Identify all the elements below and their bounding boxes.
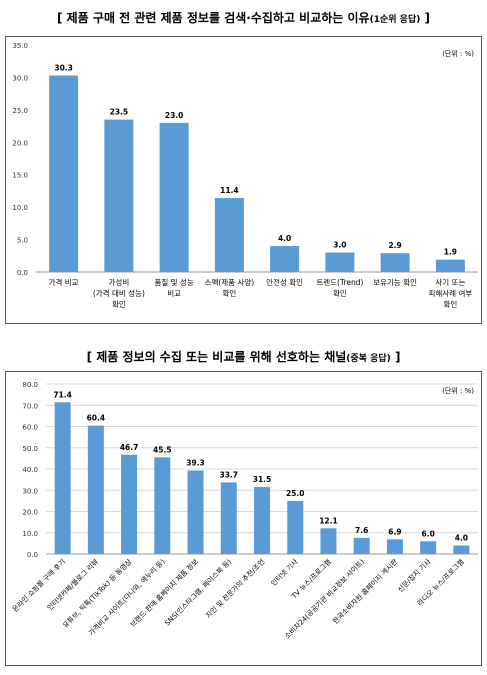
chart1-x-tick-label: 확인 [222, 288, 236, 298]
chart2-x-tick-label: SNS(인스타그램, 페이스북 등) [163, 557, 234, 628]
chart1-x-tick-label: 확인 [333, 288, 347, 298]
chart2-value-label: 71.4 [53, 390, 72, 399]
chart2-x-tick-label: 한국소비자원 홈페이지 게시판 [331, 557, 400, 626]
chart2-value-label: 6.9 [388, 527, 401, 536]
chart1-value-label: 23.0 [165, 111, 184, 120]
chart2-bar [220, 482, 237, 554]
chart2-y-tick-label: 40.0 [22, 466, 38, 474]
chart2-bar [254, 487, 270, 554]
chart2-value-label: 46.7 [120, 443, 139, 452]
chart1-bar [159, 122, 189, 272]
chart1-bar [214, 198, 244, 272]
chart1-x-tick-label: 스펙(제품 사양) [205, 277, 255, 287]
chart2-y-tick-label: 20.0 [22, 509, 38, 517]
chart2-value-label: 60.4 [87, 414, 106, 423]
chart2-y-tick-label: 70.0 [22, 402, 38, 410]
chart2-title-note: (중복 응답) [346, 354, 391, 364]
chart1-unit-label: (단위 : %) [442, 49, 474, 58]
chart2-value-label: 33.7 [220, 470, 239, 479]
chart1-y-tick-label: 25.0 [12, 107, 28, 115]
chart2-bar [386, 539, 403, 554]
chart1-y-tick-label: 5.0 [17, 237, 28, 245]
chart1-x-tick-label: 보유기능 확인 [373, 277, 417, 287]
chart1-value-label: 11.4 [220, 186, 239, 195]
chart1-value-label: 2.9 [388, 241, 401, 250]
chart2-x-tick-label: 지인 및 전문가의 추천/조언 [204, 557, 267, 620]
chart1-bar [49, 75, 79, 273]
chart2-value-label: 31.5 [253, 475, 272, 484]
chart2-value-label: 39.3 [186, 458, 205, 467]
chart2-unit-label: (단위 : %) [442, 386, 474, 395]
chart2-x-tick-label: 신문/잡지 기사 [396, 557, 433, 594]
chart1-x-tick-label: 안전성 확인 [266, 277, 303, 287]
chart1-bar [104, 119, 134, 272]
chart1-x-tick-label: 확인 [112, 299, 126, 309]
chart1-title-close: ] [420, 11, 431, 25]
chart1-x-tick-label: 품질 및 성능 [154, 277, 193, 287]
chart1-y-tick-label: 0.0 [17, 269, 28, 277]
chart1-value-label: 1.9 [444, 248, 457, 257]
chart1-panel: 0.0 5.0 10.0 15.0 20.0 25.0 30.0 35.0 (단위 : %) 30… [5, 36, 482, 324]
chart1-y-tick-label: 15.0 [12, 172, 28, 180]
chart1-x-tick-label: 트렌드(Trend) [316, 277, 363, 287]
chart1-bar [380, 253, 410, 272]
chart2-bar [54, 402, 71, 554]
chart2-value-label: 12.1 [319, 516, 338, 525]
chart2-y-tick-label: 50.0 [22, 445, 38, 453]
chart2-y-tick-label: 60.0 [22, 424, 38, 432]
chart2-bar [420, 541, 437, 554]
chart1-y-tick-label: 30.0 [12, 74, 28, 82]
chart1-x-tick-label: 확인 [443, 299, 457, 309]
chart2-bar [121, 454, 138, 554]
chart2-bar [87, 425, 104, 554]
chart1-bar [435, 259, 465, 272]
chart2-bar [187, 470, 204, 554]
chart2-panel: 0.0 10.0 20.0 30.0 40.0 50.0 60.0 70.0 80.0 (단위 :… [5, 371, 482, 666]
chart1-title-note: (1순위 응답) [369, 15, 421, 25]
chart2-value-label: 45.5 [153, 445, 172, 454]
chart2-x-tick-label: 유튜브, 틱톡(TikTok) 등 동영상 [61, 557, 134, 630]
chart2-bar [287, 500, 304, 554]
chart2-x-tick-label: 온라인 쇼핑몰 구매 후기 [10, 557, 67, 614]
chart2-title-close: ] [390, 350, 401, 364]
chart1-x-tick-label: (가격 대비 성능) [93, 288, 145, 298]
chart2-value-label: 6.0 [422, 529, 435, 538]
chart1-value-label: 4.0 [278, 234, 291, 243]
chart2-value-label: 7.6 [355, 526, 368, 535]
chart2-y-tick-label: 10.0 [22, 530, 38, 538]
chart1-value-label: 23.5 [110, 108, 129, 117]
chart1-y-tick-label: 10.0 [12, 204, 28, 212]
chart1-title-main: [ 제품 구매 전 관련 제품 정보를 검색·수집하고 비교하는 이유 [56, 11, 370, 25]
chart2-x-tick-label: 브랜드·판매 홈페이지 제품 정보 [128, 557, 200, 629]
chart1-y-tick-label: 35.0 [12, 42, 28, 50]
chart2-svg: 0.0 10.0 20.0 30.0 40.0 50.0 60.0 70.0 80.0 (단위 :… [10, 381, 478, 640]
chart2-y-tick-label: 0.0 [27, 551, 38, 559]
chart1-title: [ 제품 구매 전 관련 제품 정보를 검색·수집하고 비교하는 이유(1순위 … [0, 9, 487, 26]
chart1-x-tick-label: 사기 또는 [435, 278, 465, 287]
chart1-value-label: 30.3 [54, 63, 73, 72]
chart1-svg: 0.0 5.0 10.0 15.0 20.0 25.0 30.0 35.0 (단위 : %) 30… [12, 42, 478, 309]
chart2-value-label: 25.0 [286, 489, 305, 498]
chart2-title: [ 제품 정보의 수집 또는 비교를 위해 선호하는 채널(중복 응답) ] [0, 348, 487, 365]
chart1-x-tick-label: 피해사례 여부 [428, 288, 472, 298]
chart1-value-label: 3.0 [333, 241, 346, 250]
chart1-x-tick-label: 가성비 [109, 278, 130, 287]
chart2-y-tick-label: 80.0 [22, 381, 38, 389]
chart1-bar [270, 246, 300, 272]
chart2-x-tick-label: 인터넷 기사 [269, 557, 300, 588]
chart1-y-tick-label: 20.0 [12, 139, 28, 147]
chart1-bar [325, 252, 355, 272]
chart2-bar [320, 528, 337, 554]
chart2-bar [154, 457, 171, 554]
chart1-x-tick-label: 가격 비교 [49, 277, 79, 287]
chart2-value-label: 4.0 [455, 534, 468, 543]
chart2-bar [353, 537, 370, 554]
chart1-x-tick-label: 비교 [167, 289, 181, 298]
chart2-title-main: [ 제품 정보의 수집 또는 비교를 위해 선호하는 채널 [86, 350, 347, 364]
chart2-bar [453, 545, 470, 554]
chart2-y-tick-label: 30.0 [22, 487, 38, 495]
